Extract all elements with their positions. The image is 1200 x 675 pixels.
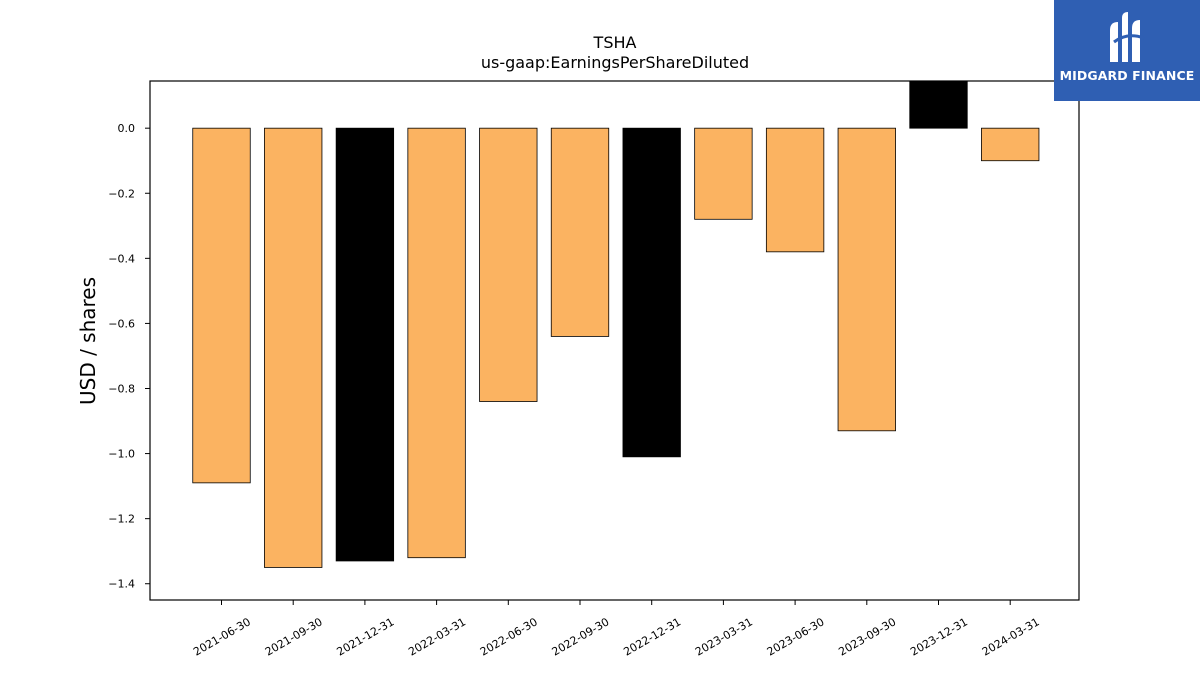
x-tick-label: 2023-09-30 bbox=[836, 615, 898, 658]
x-tick-label: 2021-06-30 bbox=[191, 615, 253, 658]
x-ticks: 2021-06-30 2021-09-30 2021-12-31 2022-03-31… bbox=[191, 600, 1042, 659]
bar-2024-03-31 bbox=[981, 127, 1040, 162]
x-tick-label: 2022-09-30 bbox=[550, 615, 612, 658]
x-tick-label: 2023-03-31 bbox=[693, 615, 755, 658]
x-tick-label: 2023-12-31 bbox=[908, 615, 970, 658]
bar-2023-09-30 bbox=[837, 127, 896, 432]
y-tick-label: −0.4 bbox=[108, 252, 135, 265]
x-tick-label: 2021-09-30 bbox=[263, 615, 325, 658]
bar-2023-06-30 bbox=[765, 127, 825, 253]
midgard-logo-icon bbox=[1110, 12, 1145, 62]
bar-2023-12-31 bbox=[909, 81, 968, 129]
y-axis-label: USD / shares bbox=[76, 277, 100, 405]
x-tick-label: 2021-12-31 bbox=[335, 615, 397, 658]
midgard-finance-logo: MIDGARD FINANCE bbox=[1054, 0, 1200, 101]
x-tick-label: 2022-06-30 bbox=[478, 615, 540, 658]
y-tick-label: −1.4 bbox=[108, 578, 135, 591]
x-tick-label: 2022-03-31 bbox=[406, 615, 468, 658]
bar-2023-03-31 bbox=[694, 127, 753, 220]
y-tick-label: −0.6 bbox=[108, 317, 135, 330]
x-tick-label: 2024-03-31 bbox=[980, 615, 1042, 658]
bar-2022-12-31 bbox=[622, 127, 681, 458]
bars-layer bbox=[192, 81, 1040, 568]
y-ticks: 0.0 −0.2 −0.4 −0.6 −0.8 −1.0 −1.2 −1.4 bbox=[108, 122, 150, 591]
plot-frame bbox=[149, 80, 1080, 601]
y-tick-label: −0.8 bbox=[108, 382, 135, 395]
bar-2021-09-30 bbox=[264, 127, 323, 568]
y-tick-label: 0.0 bbox=[118, 122, 136, 135]
bar-2021-12-31 bbox=[335, 127, 395, 562]
chart-subtitle: us-gaap:EarningsPerShareDiluted bbox=[481, 53, 749, 72]
y-tick-label: −1.0 bbox=[108, 448, 135, 461]
x-tick-label: 2023-06-30 bbox=[765, 615, 827, 658]
bar-2022-06-30 bbox=[479, 127, 538, 402]
x-tick-label: 2022-12-31 bbox=[621, 615, 683, 658]
y-tick-label: −0.2 bbox=[108, 187, 135, 200]
bar-2021-06-30 bbox=[192, 127, 251, 484]
bar-2022-09-30 bbox=[550, 127, 610, 337]
bar-2022-03-31 bbox=[407, 127, 466, 559]
y-tick-label: −1.2 bbox=[108, 513, 135, 526]
logo-text: MIDGARD FINANCE bbox=[1059, 68, 1195, 83]
chart-title: TSHA bbox=[593, 33, 637, 52]
